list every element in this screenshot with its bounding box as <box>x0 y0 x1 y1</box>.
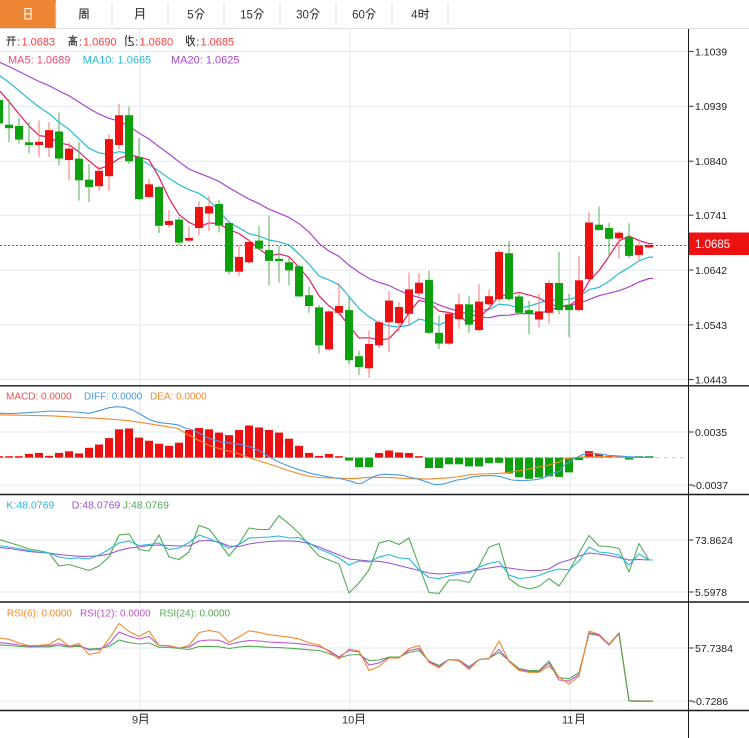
svg-text:1.0741: 1.0741 <box>695 210 727 222</box>
svg-text:1.0642: 1.0642 <box>695 265 727 277</box>
svg-text:MA10: 1.0665: MA10: 1.0665 <box>83 55 152 67</box>
svg-text::: : <box>79 37 82 49</box>
svg-text:4: 4 <box>411 10 418 22</box>
svg-text:1.0685: 1.0685 <box>201 37 235 49</box>
svg-text:-0.0037: -0.0037 <box>693 480 729 492</box>
svg-text:5.5978: 5.5978 <box>695 587 727 599</box>
svg-text:11: 11 <box>562 715 573 727</box>
svg-text:RSI(24): 0.0000: RSI(24): 0.0000 <box>160 609 231 620</box>
svg-text:1.0683: 1.0683 <box>22 37 56 49</box>
svg-text:MA20: 1.0625: MA20: 1.0625 <box>171 55 240 67</box>
svg-text:1.0690: 1.0690 <box>83 37 117 49</box>
svg-text:10: 10 <box>342 715 354 727</box>
svg-text:J:48.0769: J:48.0769 <box>123 500 169 512</box>
svg-text:MACD: 0.0000: MACD: 0.0000 <box>6 392 72 403</box>
svg-text:DIFF: 0.0000: DIFF: 0.0000 <box>84 392 143 403</box>
svg-text:1.0543: 1.0543 <box>695 320 727 332</box>
svg-text:MA5: 1.0689: MA5: 1.0689 <box>8 55 70 67</box>
svg-text:DEA: 0.0000: DEA: 0.0000 <box>150 392 207 403</box>
svg-text:K:48.0769: K:48.0769 <box>6 500 54 512</box>
svg-text:1.0685: 1.0685 <box>695 239 730 251</box>
svg-text:1.0939: 1.0939 <box>695 101 727 113</box>
svg-text::: : <box>17 37 20 49</box>
svg-text:1.1039: 1.1039 <box>695 46 727 58</box>
svg-text:15: 15 <box>240 10 253 22</box>
svg-text:D:48.0769: D:48.0769 <box>72 500 121 512</box>
svg-text:-0.7286: -0.7286 <box>693 696 729 708</box>
svg-text:RSI(12): 0.0000: RSI(12): 0.0000 <box>80 609 151 620</box>
svg-text:9: 9 <box>132 715 138 727</box>
svg-text:5: 5 <box>187 10 193 22</box>
svg-text:RSI(6): 0.0000: RSI(6): 0.0000 <box>7 609 72 620</box>
svg-text::: : <box>135 37 138 49</box>
svg-text:1.0443: 1.0443 <box>695 375 727 387</box>
svg-text:0.0035: 0.0035 <box>695 427 727 439</box>
svg-text:73.8624: 73.8624 <box>695 535 733 547</box>
svg-text:60: 60 <box>352 10 365 22</box>
svg-text::: : <box>196 37 199 49</box>
svg-text:30: 30 <box>296 10 309 22</box>
svg-text:1.0680: 1.0680 <box>140 37 174 49</box>
svg-text:57.7384: 57.7384 <box>695 643 733 655</box>
svg-text:1.0840: 1.0840 <box>695 156 727 168</box>
